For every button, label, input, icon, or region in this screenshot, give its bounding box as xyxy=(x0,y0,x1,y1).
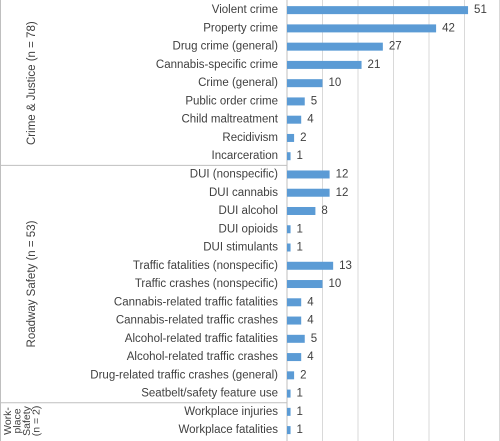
value-label: 5 xyxy=(311,333,317,345)
category-label: Seatbelt/safety feature use xyxy=(141,388,278,400)
group-label: Crime & Justice (n = 78) xyxy=(26,21,38,145)
bar xyxy=(287,42,383,51)
category-label: DUI opioids xyxy=(219,223,279,235)
bar xyxy=(287,188,330,197)
value-label: 8 xyxy=(321,205,327,217)
value-label: 27 xyxy=(389,41,402,53)
bar xyxy=(287,206,316,215)
bar xyxy=(287,407,291,416)
value-label: 2 xyxy=(300,369,306,381)
group-label: place xyxy=(11,408,23,433)
category-label: DUI alcohol xyxy=(219,205,278,217)
group-label: Safety xyxy=(21,405,33,436)
group-label: (n = 2) xyxy=(30,406,42,437)
category-label: Recidivism xyxy=(222,132,278,144)
category-label: Traffic crashes (nonspecific) xyxy=(135,278,278,290)
bar xyxy=(287,133,295,142)
value-label: 21 xyxy=(368,59,381,71)
value-label: 1 xyxy=(297,406,303,418)
bar xyxy=(287,280,323,289)
category-label: Traffic fatalities (nonspecific) xyxy=(133,260,278,272)
bar xyxy=(287,79,323,88)
value-label: 12 xyxy=(336,169,349,181)
bar xyxy=(287,316,302,325)
category-label: DUI cannabis xyxy=(209,187,278,199)
value-label: 10 xyxy=(329,77,342,89)
value-label: 4 xyxy=(307,296,314,308)
bar xyxy=(287,298,302,307)
bar xyxy=(287,371,295,380)
bar xyxy=(287,170,330,179)
category-label: Child maltreatment xyxy=(181,114,278,126)
bar xyxy=(287,225,291,234)
value-label: 4 xyxy=(307,351,314,363)
bar xyxy=(287,6,469,15)
category-label: Cannabis-specific crime xyxy=(156,59,278,71)
value-label: 1 xyxy=(297,223,303,235)
category-label: Alcohol-related traffic fatalities xyxy=(125,333,278,345)
bar xyxy=(287,115,302,124)
bar xyxy=(287,353,302,362)
category-label: Drug crime (general) xyxy=(173,41,279,53)
value-label: 5 xyxy=(311,95,317,107)
category-label: Violent crime xyxy=(212,4,278,16)
value-label: 12 xyxy=(336,187,349,199)
bar xyxy=(287,97,305,106)
value-label: 1 xyxy=(297,242,303,254)
value-label: 4 xyxy=(307,114,314,126)
category-label: Cannabis-related traffic crashes xyxy=(116,315,278,327)
category-label: Incarceration xyxy=(212,150,278,162)
category-label: Workplace injuries xyxy=(184,406,278,418)
bar xyxy=(287,243,291,252)
bar xyxy=(287,389,291,398)
category-label: DUI stimulants xyxy=(203,242,278,254)
value-label: 4 xyxy=(307,315,314,327)
value-label: 1 xyxy=(297,388,303,400)
group-label: Work- xyxy=(2,407,14,435)
bar xyxy=(287,334,305,343)
category-label: Alcohol-related traffic crashes xyxy=(127,351,279,363)
value-label: 10 xyxy=(329,278,342,290)
bar xyxy=(287,152,291,161)
value-label: 42 xyxy=(442,22,455,34)
bar xyxy=(287,60,362,69)
value-label: 51 xyxy=(474,4,487,16)
category-label: Drug-related traffic crashes (general) xyxy=(90,369,278,381)
category-label: Cannabis-related traffic fatalities xyxy=(114,296,278,308)
category-label: DUI (nonspecific) xyxy=(190,169,278,181)
category-label: Public order crime xyxy=(185,95,278,107)
value-label: 1 xyxy=(297,150,303,162)
value-label: 1 xyxy=(297,424,303,436)
bar xyxy=(287,261,334,270)
bar xyxy=(287,426,291,435)
category-label: Crime (general) xyxy=(198,77,278,89)
bar xyxy=(287,24,437,33)
category-label: Property crime xyxy=(203,22,278,34)
value-label: 13 xyxy=(339,260,352,272)
group-label: Roadway Safety (n = 53) xyxy=(26,220,38,347)
category-label: Workplace fatalities xyxy=(179,424,279,436)
value-label: 2 xyxy=(300,132,306,144)
